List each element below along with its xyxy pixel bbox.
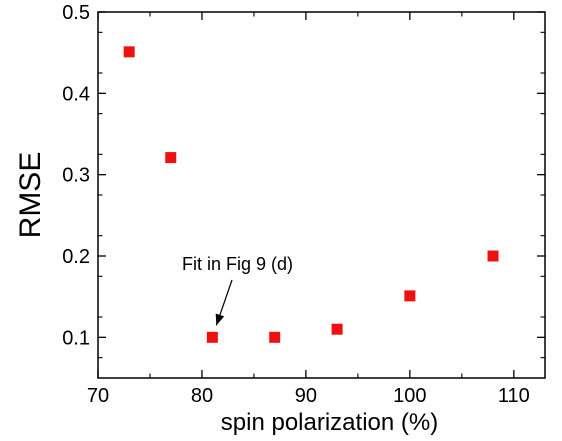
data-point bbox=[206, 331, 218, 343]
x-tick-label: 100 bbox=[393, 385, 426, 407]
annotation-arrow-head bbox=[215, 313, 225, 326]
annotation: Fit in Fig 9 (d) bbox=[182, 254, 293, 326]
x-tick-label: 90 bbox=[295, 385, 317, 407]
y-tick-label: 0.4 bbox=[62, 83, 90, 105]
x-tick-label: 70 bbox=[87, 385, 109, 407]
y-tick-labels: 0.1 0.2 0.3 0.4 0.5 bbox=[62, 2, 90, 349]
data-point bbox=[165, 152, 177, 164]
minor-ticks bbox=[98, 12, 545, 378]
major-ticks bbox=[97, 11, 545, 378]
y-axis-title: RMSE bbox=[14, 152, 47, 239]
y-tick-label: 0.1 bbox=[62, 327, 90, 349]
data-points bbox=[123, 46, 499, 343]
x-tick-label: 80 bbox=[191, 385, 213, 407]
data-point bbox=[331, 323, 343, 335]
y-tick-label: 0.2 bbox=[62, 246, 90, 268]
annotation-label: Fit in Fig 9 (d) bbox=[182, 254, 293, 274]
data-point bbox=[123, 46, 135, 58]
data-point bbox=[269, 331, 281, 343]
data-point bbox=[487, 250, 499, 262]
y-tick-label: 0.3 bbox=[62, 165, 90, 187]
data-point bbox=[404, 290, 416, 302]
plot-frame bbox=[97, 11, 546, 379]
x-tick-labels: 70 80 90 100 110 bbox=[87, 385, 530, 407]
y-tick-label: 0.5 bbox=[62, 2, 90, 24]
x-tick-label: 110 bbox=[498, 385, 530, 407]
x-axis-title: spin polarization (%) bbox=[221, 409, 438, 436]
